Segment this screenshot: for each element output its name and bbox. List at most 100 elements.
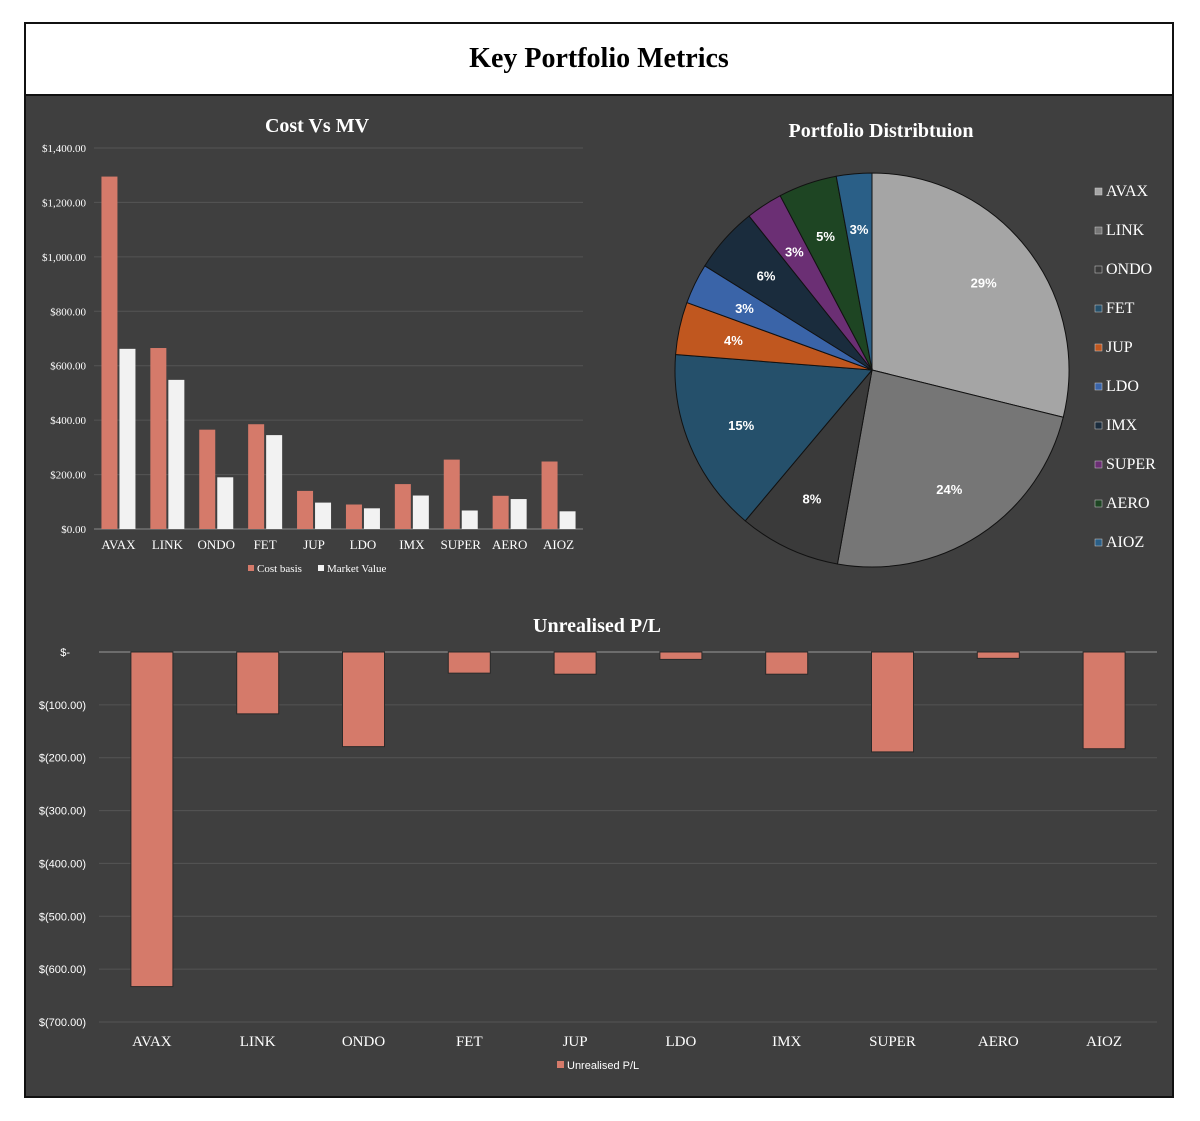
legend-swatch-jup <box>1094 343 1103 352</box>
x-tick-label: LINK <box>240 1034 276 1050</box>
x-tick-label: ONDO <box>342 1034 385 1050</box>
x-tick-label: AERO <box>492 537 527 552</box>
bar-cost-basis-fet <box>248 424 265 529</box>
bar-market-value-imx <box>412 495 429 529</box>
bar-unrealised-pl-avax <box>130 651 174 988</box>
x-tick-label: AIOZ <box>1086 1034 1122 1050</box>
bar-market-value-fet <box>266 435 283 529</box>
legend-swatch-cost-basis <box>248 565 254 571</box>
pie-label-fet: 15% <box>728 418 754 433</box>
bar-cost-basis-link <box>150 348 167 529</box>
x-tick-label: LDO <box>665 1034 696 1050</box>
bar-unrealised-pl-ondo <box>342 651 385 748</box>
x-tick-label: JUP <box>563 1034 588 1050</box>
y-tick-label: $(400.00) <box>39 858 86 870</box>
dashboard-frame: Key Portfolio Metrics Cost Vs MV $0.00 $2… <box>24 22 1174 1098</box>
x-tick-label: JUP <box>303 537 325 552</box>
y-tick-label: $800.00 <box>50 306 86 318</box>
x-tick-label: LINK <box>152 537 184 552</box>
legend-swatch-aioz <box>1094 538 1103 547</box>
legend-swatch-aero <box>1094 499 1103 508</box>
pie-label-aioz: 3% <box>850 222 869 237</box>
legend-swatch-link <box>1094 226 1103 235</box>
pie-label-super: 3% <box>785 244 804 259</box>
legend-label-ldo: LDO <box>1106 378 1139 395</box>
legend-swatch-imx <box>1094 421 1103 430</box>
x-tick-label: AVAX <box>132 1034 172 1050</box>
pie-label-aero: 5% <box>816 229 835 244</box>
bar-market-value-aero <box>510 499 527 529</box>
bar-cost-basis-imx <box>394 484 411 529</box>
bar-market-value-avax <box>119 348 136 529</box>
bar-market-value-super <box>461 510 478 529</box>
x-tick-label: ONDO <box>197 537 235 552</box>
pie-slice-aioz <box>835 172 873 371</box>
bar-cost-basis-avax <box>101 176 118 529</box>
y-tick-label: $1,400.00 <box>42 143 87 155</box>
pie-slice-avax <box>871 172 1070 418</box>
legend-label-fet: FET <box>1106 300 1135 317</box>
bar-unrealised-pl-aioz <box>1082 651 1126 750</box>
legend-swatch-super <box>1094 460 1103 469</box>
y-tick-label: $(700.00) <box>39 1017 86 1029</box>
bar-cost-basis-ldo <box>345 504 362 529</box>
legend-swatch-ldo <box>1094 382 1103 391</box>
charts-canvas: Cost Vs MV $0.00 $200.00 $400.00 $600.00 $80… <box>39 115 1157 1072</box>
legend-label-avax: AVAX <box>1106 183 1149 200</box>
x-tick-label: AERO <box>978 1034 1019 1050</box>
bar-unrealised-pl-imx <box>765 651 809 675</box>
y-tick-label: $600.00 <box>50 361 86 373</box>
pie-slice-ondo <box>744 368 873 565</box>
bar-unrealised-pl-aero <box>976 651 1020 659</box>
y-tick-label: $400.00 <box>50 415 86 427</box>
legend-swatch-market-value <box>318 565 324 571</box>
x-tick-label: FET <box>254 537 277 552</box>
pie-label-ldo: 3% <box>735 301 754 316</box>
unrealised-pl-chart: Unrealised P/L $- $(100.00) $(200.00) $(300… <box>39 615 1157 1072</box>
y-tick-label: $200.00 <box>50 470 86 482</box>
legend-label-market-value: Market Value <box>327 563 386 575</box>
bar-cost-basis-ondo <box>199 429 216 529</box>
bar-unrealised-pl-fet <box>447 651 491 674</box>
legend-label-link: LINK <box>1106 222 1145 239</box>
y-tick-label: $1,200.00 <box>42 197 87 209</box>
y-tick-label: $- <box>60 647 70 659</box>
legend-label-aioz: AIOZ <box>1106 534 1144 551</box>
bar-cost-basis-jup <box>297 490 314 529</box>
legend-swatch-fet <box>1094 304 1103 313</box>
x-tick-label: AVAX <box>101 537 136 552</box>
legend-label-super: SUPER <box>1106 456 1156 473</box>
legend-label-ondo: ONDO <box>1106 261 1152 278</box>
y-tick-label: $(600.00) <box>39 964 86 976</box>
pie-label-link: 24% <box>936 482 962 497</box>
bar-cost-basis-aero <box>492 495 509 529</box>
pie-label-imx: 6% <box>757 269 776 284</box>
pie-slice-link <box>836 369 1064 568</box>
x-tick-label: LDO <box>350 537 377 552</box>
bar-unrealised-pl-jup <box>553 651 597 675</box>
portfolio-distribution-chart: Portfolio Distribtuion 29% 24% 8% 15% 4% 3% 6%… <box>674 120 1156 568</box>
x-tick-label: AIOZ <box>543 537 574 552</box>
title-bar: Key Portfolio Metrics <box>26 24 1172 96</box>
bar-market-value-jup <box>315 502 332 529</box>
pie-label-jup: 4% <box>724 333 743 348</box>
portfolio-distribution-title: Portfolio Distribtuion <box>789 120 974 142</box>
legend-swatch-unrealised-pl <box>557 1061 564 1068</box>
legend-swatch-avax <box>1094 187 1103 196</box>
y-tick-label: $1,000.00 <box>42 252 87 264</box>
bar-unrealised-pl-super <box>871 651 914 753</box>
y-tick-label: $(100.00) <box>39 700 86 712</box>
x-tick-label: FET <box>456 1034 483 1050</box>
legend-label-jup: JUP <box>1106 339 1133 356</box>
legend-label-cost-basis: Cost basis <box>257 563 302 575</box>
y-tick-label: $(200.00) <box>39 753 86 765</box>
bar-market-value-aioz <box>559 511 576 529</box>
legend-label-aero: AERO <box>1106 495 1150 512</box>
legend-label-unrealised-pl: Unrealised P/L <box>567 1060 639 1072</box>
pie-slice-fet <box>674 353 874 522</box>
y-tick-label: $0.00 <box>61 524 86 536</box>
bar-cost-basis-super <box>443 459 460 529</box>
page-title: Key Portfolio Metrics <box>469 43 729 74</box>
cost-vs-mv-legend: Cost basis Market Value <box>248 563 386 575</box>
unrealised-pl-title: Unrealised P/L <box>533 615 661 637</box>
